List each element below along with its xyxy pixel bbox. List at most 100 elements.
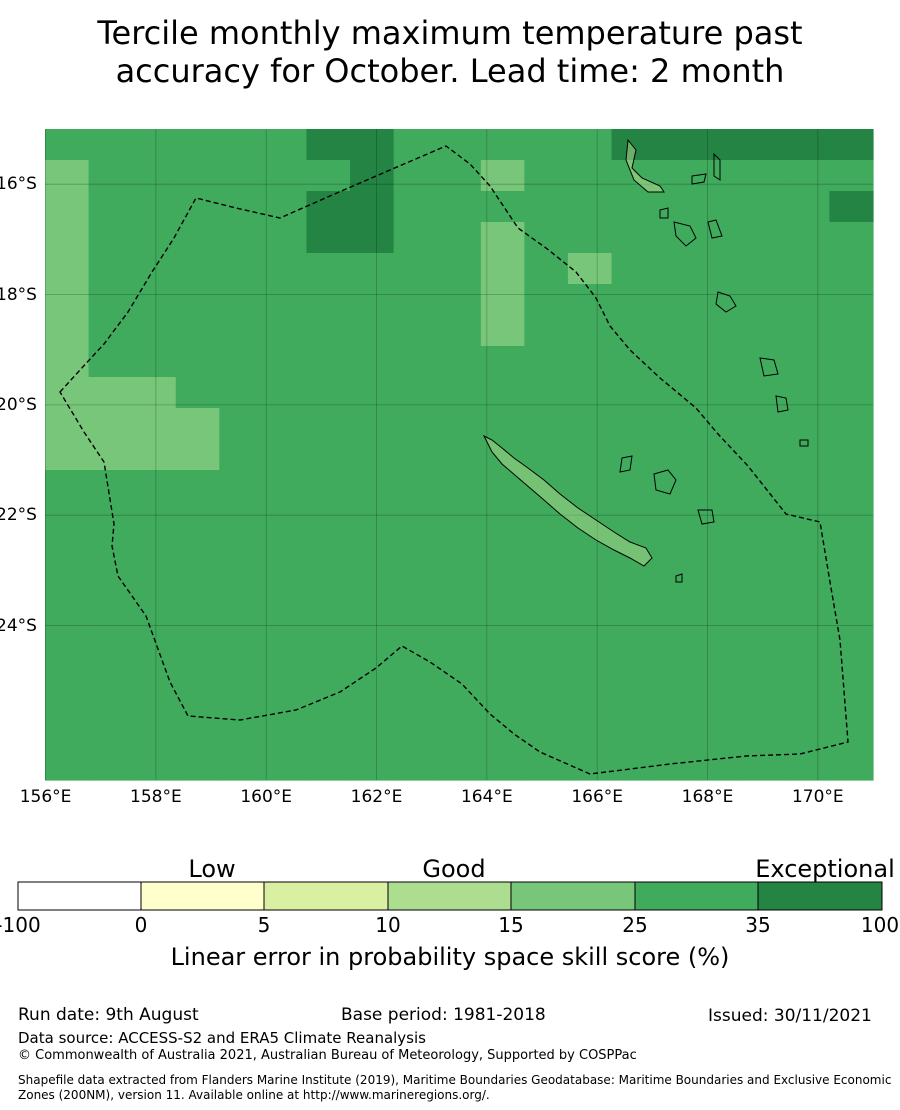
grid-cell <box>350 501 395 533</box>
grid-cell <box>262 315 308 347</box>
x-tick-label: 162°E <box>350 787 403 807</box>
grid-cell <box>350 594 395 626</box>
grid-cell <box>567 749 613 781</box>
grid-cell <box>45 501 90 533</box>
x-tick-label: 160°E <box>240 787 293 807</box>
grid-cell <box>742 470 787 502</box>
grid-cell <box>350 563 395 595</box>
grid-cell <box>393 594 438 626</box>
grid-cell <box>132 346 177 378</box>
grid-cell <box>45 656 90 688</box>
category-low: Low <box>188 855 236 883</box>
grid-cell <box>698 222 743 254</box>
grid-cell <box>45 191 90 223</box>
grid-cell <box>88 253 133 285</box>
grid-cell <box>132 470 177 502</box>
grid-cell <box>655 718 700 750</box>
grid-cell <box>567 315 613 347</box>
grid-cell <box>698 625 743 657</box>
grid-cell <box>785 160 831 192</box>
grid-cell <box>262 470 308 502</box>
grid-cell <box>306 687 351 719</box>
grid-cell <box>567 594 613 626</box>
grid-cell <box>742 532 787 564</box>
grid-cell <box>611 253 656 285</box>
grid-cell <box>829 377 874 409</box>
grid-cell <box>829 470 874 502</box>
grid-cell <box>611 377 656 409</box>
grid-cell <box>785 470 831 502</box>
grid-cell <box>219 191 264 223</box>
grid-cell <box>524 532 569 564</box>
grid-cell <box>306 749 351 781</box>
grid-cell <box>567 160 613 192</box>
grid-cell <box>306 532 351 564</box>
grid-cell <box>655 687 700 719</box>
grid-cell <box>785 625 831 657</box>
x-tick-label: 166°E <box>571 787 624 807</box>
grid-cell <box>524 191 569 223</box>
grid-cell <box>437 408 482 440</box>
category-good: Good <box>422 855 486 883</box>
grid-cell <box>742 656 787 688</box>
grid-cell <box>393 563 438 595</box>
grid-cell <box>742 191 787 223</box>
grid-cell <box>437 532 482 564</box>
grid-cell <box>262 346 308 378</box>
grid-cell <box>524 439 569 471</box>
grid-cell <box>132 160 177 192</box>
grid-cell <box>175 439 220 471</box>
grid-cell <box>829 315 874 347</box>
grid-cell <box>655 749 700 781</box>
grid-cell <box>480 129 525 161</box>
grid-cell <box>829 656 874 688</box>
grid-cell <box>88 470 133 502</box>
grid-cell <box>262 656 308 688</box>
grid-cell <box>175 625 220 657</box>
grid-cell <box>567 284 613 316</box>
grid-cell <box>785 377 831 409</box>
grid-cell <box>350 346 395 378</box>
grid-cell <box>785 718 831 750</box>
grid-cell <box>480 625 525 657</box>
grid-cell <box>132 625 177 657</box>
new-caledonia-landmass <box>482 434 653 567</box>
colorbar-label: Linear error in probability space skill … <box>170 943 730 971</box>
grid-cell <box>306 563 351 595</box>
colorbar <box>17 881 883 911</box>
grid-cell <box>219 160 264 192</box>
colorbar-tick-label: 35 <box>745 913 771 937</box>
grid-cell <box>611 439 656 471</box>
grid-cell <box>393 470 438 502</box>
grid-cell <box>175 253 220 285</box>
issued-date: Issued: 30/11/2021 <box>708 1006 872 1026</box>
grid-cell <box>611 346 656 378</box>
grid-cell <box>45 253 90 285</box>
grid-cell <box>524 160 569 192</box>
grid-cell <box>829 532 874 564</box>
grid-cell <box>437 594 482 626</box>
grid-cell <box>698 470 743 502</box>
grid-cell <box>611 718 656 750</box>
grid-cell <box>611 470 656 502</box>
grid-cell <box>45 129 90 161</box>
espiritu-santo-island <box>625 138 665 193</box>
grid-cell <box>742 160 787 192</box>
grid-cell <box>88 625 133 657</box>
grid-cell <box>350 129 395 161</box>
grid-cell <box>45 687 90 719</box>
grid-cell <box>785 129 831 161</box>
grid-cell <box>524 346 569 378</box>
grid-cell <box>480 501 525 533</box>
grid-cell <box>393 501 438 533</box>
grid-cell <box>350 284 395 316</box>
grid-cell <box>480 687 525 719</box>
grid-cell <box>45 594 90 626</box>
grid-cell <box>785 222 831 254</box>
grid-cell <box>175 563 220 595</box>
malakula-island <box>673 221 697 247</box>
grid-cell <box>175 594 220 626</box>
grid-cell <box>829 718 874 750</box>
grid-cell <box>480 191 525 223</box>
grid-cell <box>175 408 220 440</box>
